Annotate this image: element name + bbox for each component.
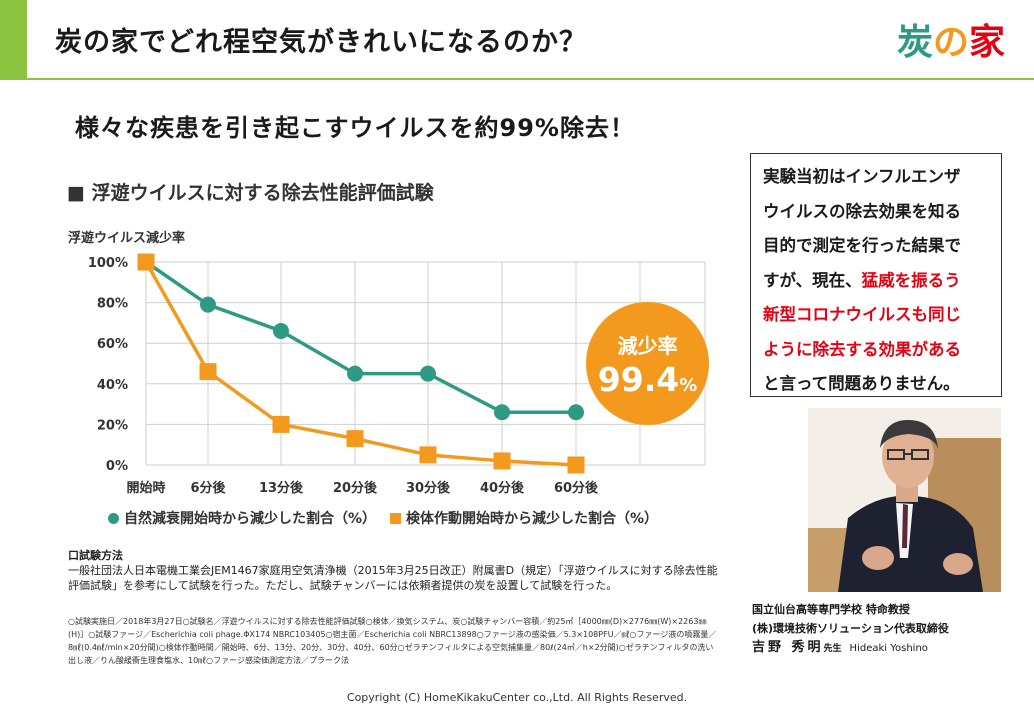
x-tick-label: 13分後	[259, 480, 304, 496]
test-details: ○試験実施日／2018年3月27日○試験名／浮遊ウイルスに対する除去性能評価試験…	[68, 617, 717, 665]
data-point-circle	[273, 323, 289, 340]
chart-legend: 自然減衰開始時から減少した割合（%） 検体作動開始時から減少した割合（%）	[108, 508, 658, 528]
data-point-square	[272, 415, 290, 433]
logo-char: 家	[969, 22, 1005, 63]
logo: 炭の家	[897, 22, 1005, 63]
callout-line: すが、現在、猛威を振るう	[763, 264, 995, 299]
person-photo	[808, 408, 1001, 592]
callout-line: と言って問題ありません。	[763, 367, 995, 402]
data-point-square	[137, 253, 155, 271]
y-tick-label: 20%	[97, 418, 128, 433]
headline: 様々な疾患を引き起こすウイルスを約99%除去！	[75, 114, 635, 142]
chart: 浮遊ウイルス減少率 0% 20% 40% 60% 80% 100% 開始時 6分後 13分後 20分…	[68, 230, 706, 496]
reduction-number: 99.4	[597, 360, 680, 399]
header-bar	[0, 0, 1034, 80]
y-tick-label: 100%	[88, 256, 128, 271]
reduction-unit: %	[679, 375, 698, 396]
series-line	[145, 260, 576, 414]
y-tick-label: 60%	[97, 337, 128, 352]
data-point-circle	[494, 404, 510, 421]
test-method-title: 口試験方法	[68, 549, 123, 562]
callout-text: すが、現在、	[763, 270, 862, 290]
header-accent-stripe	[0, 0, 27, 78]
callout-text: ウイルスの除去効果を知る	[763, 201, 961, 221]
person-name: 吉野 秀明	[752, 640, 824, 655]
x-tick-label: 30分後	[406, 480, 451, 496]
person-org-1: 国立仙台高等専門学校 特命教授	[752, 603, 910, 616]
x-tick-label: 60分後	[554, 480, 599, 496]
test-method: 口試験方法 一般社団法人日本電機工業会JEM1467家庭用空気清浄機（2015年…	[68, 548, 718, 593]
legend-series-2: 検体作動開始時から減少した割合（%）	[406, 511, 659, 527]
x-tick-label: 40分後	[480, 480, 525, 496]
x-tick-label: 20分後	[333, 480, 378, 496]
x-tick-label: 6分後	[190, 480, 226, 496]
callout-line: 実験当初はインフルエンザ	[763, 160, 995, 195]
test-method-body: 一般社団法人日本電機工業会JEM1467家庭用空気清浄機（2015年3月25日改…	[68, 564, 718, 592]
callout-text-highlight: ように除去する効果がある	[763, 339, 961, 359]
page-title: 炭の家でどれ程空気がきれいになるのか？	[55, 27, 587, 58]
data-point-square	[199, 363, 217, 381]
x-tick-label: 開始時	[126, 480, 165, 496]
svg-text:炭の家: 炭の家	[897, 22, 1005, 63]
copyright: Copyright (C) HomeKikakuCenter co.,Ltd. …	[346, 691, 688, 704]
y-tick-label: 40%	[97, 378, 128, 393]
reduction-rate-badge: 減少率 99.4%	[586, 302, 709, 425]
data-point-circle	[347, 365, 363, 382]
data-point-square	[346, 430, 364, 448]
reduction-value: 99.4%	[586, 360, 709, 399]
data-point-circle	[420, 365, 436, 382]
person-credentials: 国立仙台高等専門学校 特命教授 (株)環境技術ソリューション代表取締役 吉野 秀…	[752, 600, 949, 659]
data-point-square	[567, 456, 585, 474]
callout-text: と言って問題ありません。	[763, 374, 960, 393]
person-honorific: 先生	[823, 644, 842, 654]
callout-line: 目的で測定を行った結果で	[763, 229, 995, 264]
person-name-line: 吉野 秀明先生 Hideaki Yoshino	[752, 638, 949, 659]
chart-title: ■ 浮遊ウイルスに対する除去性能評価試験	[67, 182, 434, 204]
legend-circle-marker	[108, 513, 119, 524]
data-point-circle	[568, 404, 584, 421]
legend-series-1: 自然減衰開始時から減少した割合（%）	[124, 511, 377, 527]
person-name-roman: Hideaki Yoshino	[849, 643, 928, 654]
person-org-2: (株)環境技術ソリューション代表取締役	[752, 622, 949, 635]
legend-square-marker	[390, 513, 402, 524]
callout-line: ウイルスの除去効果を知る	[763, 195, 995, 230]
logo-char: の	[933, 22, 969, 63]
callout-text-highlight: 新型コロナウイルスも同じ	[763, 305, 961, 324]
callout-line: ように除去する効果がある	[763, 333, 995, 368]
callout-text: 目的で測定を行った結果で	[763, 236, 961, 255]
callout-text-highlight: 猛威を振るう	[861, 270, 961, 290]
y-tick-label: 80%	[97, 297, 128, 312]
data-point-circle	[200, 296, 216, 313]
data-point-square	[493, 452, 511, 470]
logo-char: 炭	[897, 22, 933, 63]
data-point-square	[419, 446, 437, 464]
callout-text: 実験当初はインフルエンザ	[763, 167, 961, 186]
reduction-label: 減少率	[617, 334, 678, 358]
y-tick-label: 0%	[106, 459, 128, 474]
callout-line: 新型コロナウイルスも同じ	[763, 298, 995, 333]
y-axis-label: 浮遊ウイルス減少率	[68, 230, 185, 246]
callout-box: 実験当初はインフルエンザ ウイルスの除去効果を知る 目的で測定を行った結果で すが、現…	[750, 153, 1002, 397]
